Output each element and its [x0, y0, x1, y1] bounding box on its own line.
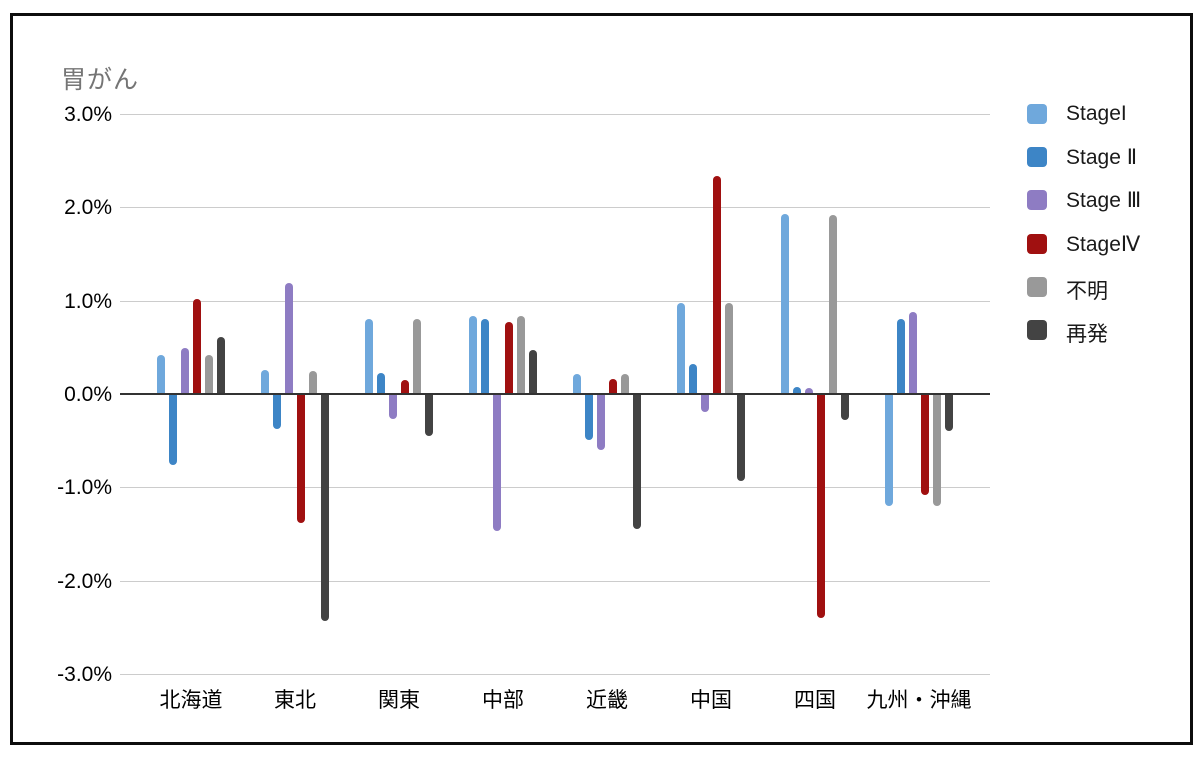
bar-四国-StageI: [781, 213, 789, 394]
bar-関東-不明: [413, 319, 421, 394]
bar-中部-StageI: [469, 316, 477, 394]
bar-関東-Stage Ⅱ: [377, 373, 385, 394]
legend-swatch-icon: [1027, 104, 1047, 124]
bar-関東-StageI: [365, 319, 373, 394]
bar-中部-不明: [517, 316, 525, 394]
y-axis-tick-label: 2.0%: [64, 196, 112, 220]
bar-九州・沖縄-Stage Ⅱ: [897, 319, 905, 394]
y-axis-tick-label: 0.0%: [64, 383, 112, 406]
bar-中部-再発: [529, 350, 537, 394]
bar-九州・沖縄-再発: [945, 394, 953, 432]
zero-axis-line: [120, 393, 990, 395]
legend-swatch-icon: [1027, 190, 1047, 211]
gridline: [120, 487, 990, 489]
bar-東北-Stage Ⅱ: [273, 394, 281, 430]
bar-中国-再発: [737, 394, 745, 481]
bar-北海道-StageⅣ: [193, 298, 201, 394]
bar-四国-Stage Ⅲ: [805, 388, 813, 394]
gridline: [120, 580, 990, 582]
x-category-label: 九州・沖縄: [866, 689, 972, 712]
legend-label: StageI: [1066, 102, 1127, 125]
x-category-label: 中部: [482, 689, 524, 712]
y-axis-tick-label: -1.0%: [57, 476, 112, 500]
bar-近畿-再発: [633, 394, 641, 530]
y-axis-tick-label: -3.0%: [57, 663, 112, 687]
bar-北海道-Stage Ⅱ: [169, 394, 177, 465]
bar-中国-StageⅣ: [713, 176, 721, 394]
bar-中部-StageⅣ: [505, 322, 513, 394]
bar-近畿-Stage Ⅲ: [597, 394, 605, 451]
legend-label: Stage Ⅱ: [1066, 146, 1138, 170]
gridline: [120, 674, 990, 676]
chart-title: 胃がん: [61, 66, 140, 94]
bar-近畿-StageⅣ: [609, 379, 617, 394]
gridline: [120, 207, 990, 209]
bar-中国-Stage Ⅱ: [689, 364, 697, 394]
legend-swatch-icon: [1027, 320, 1047, 340]
legend-label: Stage Ⅲ: [1066, 189, 1142, 213]
x-category-label: 北海道: [159, 689, 223, 712]
bar-中国-Stage Ⅲ: [701, 394, 709, 412]
bar-東北-再発: [321, 394, 329, 621]
x-category-label: 東北: [274, 689, 316, 712]
bar-北海道-StageI: [157, 354, 165, 394]
bar-中国-不明: [725, 303, 733, 394]
bar-九州・沖縄-不明: [933, 394, 941, 507]
bar-東北-StageⅣ: [297, 394, 305, 523]
bar-東北-Stage Ⅲ: [285, 282, 293, 394]
bar-近畿-Stage Ⅱ: [585, 394, 593, 440]
bar-四国-StageⅣ: [817, 394, 825, 619]
bar-九州・沖縄-StageI: [885, 394, 893, 507]
legend-label: 再発: [1066, 323, 1108, 346]
bar-四国-Stage Ⅱ: [793, 386, 801, 394]
x-category-label: 近畿: [586, 689, 628, 712]
y-axis-tick-label: 1.0%: [64, 289, 112, 313]
legend-swatch-icon: [1027, 276, 1047, 297]
gridline: [120, 300, 990, 302]
bar-関東-再発: [425, 394, 433, 437]
bar-近畿-StageI: [573, 374, 581, 394]
y-axis-tick-label: 3.0%: [64, 102, 112, 126]
bar-関東-StageⅣ: [401, 379, 409, 394]
bar-北海道-再発: [217, 337, 225, 394]
bar-中部-Stage Ⅱ: [481, 319, 489, 394]
bar-東北-StageI: [261, 369, 269, 394]
x-category-label: 中国: [690, 689, 732, 712]
bar-四国-不明: [829, 214, 837, 394]
gridline: [120, 113, 990, 115]
bar-関東-Stage Ⅲ: [389, 394, 397, 420]
bar-九州・沖縄-StageⅣ: [921, 394, 929, 495]
legend-label: 不明: [1066, 279, 1108, 303]
bar-北海道-Stage Ⅲ: [181, 348, 189, 394]
bar-近畿-不明: [621, 374, 629, 394]
bar-東北-不明: [309, 370, 317, 394]
legend-label: StageⅣ: [1066, 232, 1141, 256]
x-category-label: 関東: [378, 689, 420, 712]
x-category-label: 四国: [794, 689, 836, 712]
legend-swatch-icon: [1027, 147, 1047, 168]
bar-九州・沖縄-Stage Ⅲ: [909, 311, 917, 394]
bar-中部-Stage Ⅲ: [493, 394, 501, 532]
bar-北海道-不明: [205, 354, 213, 394]
y-axis-tick-label: -2.0%: [57, 569, 112, 593]
bar-中国-StageI: [677, 303, 685, 394]
bar-四国-再発: [841, 394, 849, 421]
legend-swatch-icon: [1027, 233, 1047, 254]
